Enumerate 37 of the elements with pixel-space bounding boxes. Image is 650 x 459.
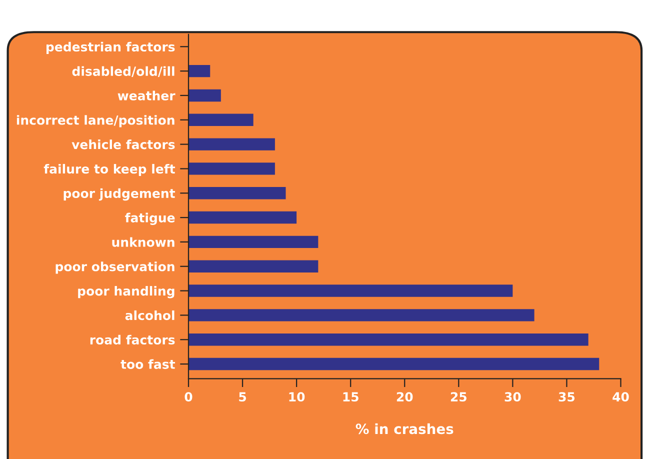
x-tick-label: 10 [289, 392, 305, 402]
y-tick-label: pedestrian factors [46, 42, 175, 54]
bar [188, 114, 254, 126]
x-tick-label: 25 [450, 392, 466, 402]
bar [188, 211, 297, 224]
bar [188, 162, 275, 175]
bar [188, 89, 221, 102]
y-tick-label: poor handling [78, 286, 174, 298]
y-tick-label: road factors [90, 334, 175, 345]
y-tick-label: weather [118, 90, 176, 100]
bar [188, 358, 600, 370]
x-tick-label: 0 [184, 392, 192, 402]
bar [188, 260, 318, 272]
bar [188, 236, 318, 248]
bar [188, 187, 286, 200]
y-tick-label: disabled/old/ill [72, 66, 174, 77]
y-tick-label: alcohol [125, 310, 174, 320]
y-tick-label: poor observation [56, 262, 174, 274]
y-tick-label: vehicle factors [72, 140, 175, 150]
bar [188, 284, 513, 297]
x-tick-label: 35 [558, 392, 575, 402]
y-tick-label: too fast [120, 359, 176, 369]
y-tick-label: incorrect lane/position [16, 115, 174, 128]
x-tick-label: 15 [343, 392, 358, 402]
y-tick-label: poor judgement [64, 188, 176, 201]
y-tick-label: fatigue [125, 212, 175, 225]
bar [188, 309, 534, 322]
x-tick-label: 20 [396, 392, 413, 402]
bar [188, 138, 275, 150]
x-tick-label: 5 [239, 392, 246, 402]
x-tick-label: 40 [612, 392, 629, 402]
y-tick-label: unknown [112, 237, 174, 247]
bar [188, 334, 588, 346]
bar [188, 64, 210, 78]
x-tick-label: 30 [504, 392, 521, 402]
y-tick-label: failure to keep left [44, 164, 176, 176]
x-axis-title: % in crashes [356, 423, 454, 434]
